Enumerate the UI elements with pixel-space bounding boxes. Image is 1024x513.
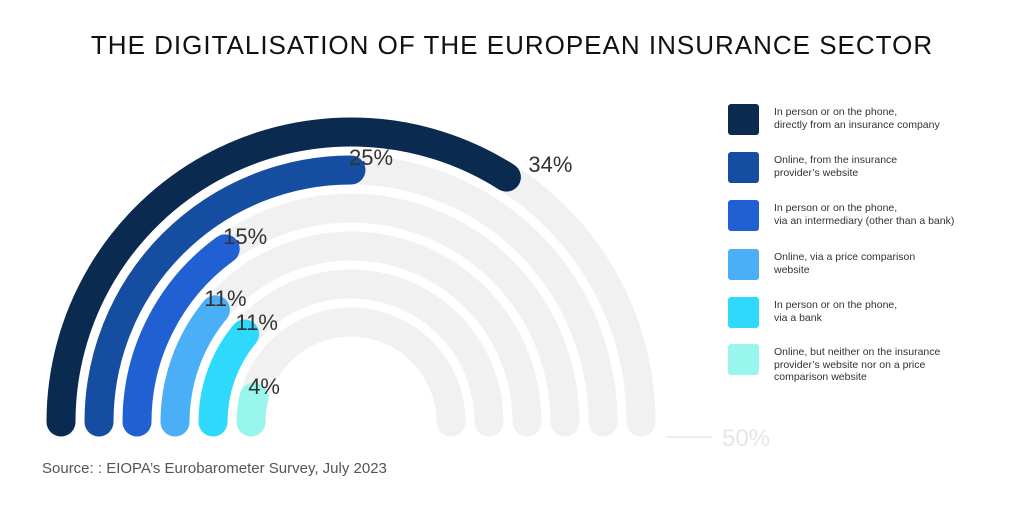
legend-label: In person or on the phone, directly from… bbox=[774, 106, 1004, 131]
legend-label-line: via an intermediary (other than a bank) bbox=[774, 214, 955, 227]
legend-label-line: via a bank bbox=[774, 311, 822, 324]
legend-label: In person or on the phone, via an interm… bbox=[774, 202, 1004, 227]
legend-label-line: Online, via a price comparison bbox=[774, 251, 916, 263]
source-note: Source: : EIOPA’s Eurobarometer Survey, … bbox=[42, 460, 387, 477]
legend-item: Online, from the insurance provider’s we… bbox=[728, 152, 1008, 183]
bar-arc bbox=[122, 234, 240, 437]
legend-swatch bbox=[728, 249, 759, 280]
bar-arc bbox=[236, 382, 269, 437]
bar-arc bbox=[46, 117, 521, 437]
legend-swatch bbox=[728, 200, 759, 231]
data-label: 11% bbox=[235, 310, 277, 335]
legend-label: Online, but neither on the insurance pro… bbox=[774, 346, 1004, 384]
data-label: 4% bbox=[248, 374, 280, 399]
legend-swatch bbox=[728, 104, 759, 135]
legend-label-line: comparison website bbox=[774, 371, 867, 383]
legend-label-line: Online, but neither on the insurance bbox=[774, 346, 941, 358]
legend-label-line: In person or on the phone, bbox=[774, 202, 898, 214]
legend-item: In person or on the phone, via an interm… bbox=[728, 200, 1008, 231]
data-label: 34% bbox=[528, 152, 572, 177]
legend-swatch bbox=[728, 297, 759, 328]
legend-item: Online, via a price comparison website bbox=[728, 249, 1008, 280]
bar-arc bbox=[160, 295, 230, 437]
max-value-label: 50% bbox=[722, 425, 770, 452]
data-label: 15% bbox=[223, 224, 267, 249]
legend-item: Online, but neither on the insurance pro… bbox=[728, 344, 1008, 383]
data-label: 11% bbox=[204, 286, 246, 311]
bar-arc bbox=[198, 319, 260, 437]
bar-arc bbox=[84, 155, 366, 437]
legend-item: In person or on the phone, directly from… bbox=[728, 104, 1008, 135]
data-label: 25% bbox=[349, 145, 393, 170]
legend-label-line: Online, from the insurance bbox=[774, 154, 898, 166]
legend-label-line: directly from an insurance company bbox=[774, 118, 940, 131]
legend-swatch bbox=[728, 344, 759, 375]
legend-swatch bbox=[728, 152, 759, 183]
legend-label: Online, via a price comparison website bbox=[774, 251, 1004, 276]
legend-label: In person or on the phone, via a bank bbox=[774, 299, 1004, 324]
legend-label-line: In person or on the phone, bbox=[774, 106, 898, 118]
legend-label-line: provider’s website bbox=[774, 166, 859, 179]
legend-label-line: In person or on the phone, bbox=[774, 299, 898, 311]
legend-item: In person or on the phone, via a bank bbox=[728, 297, 1008, 328]
chart-title: THE DIGITALISATION OF THE EUROPEAN INSUR… bbox=[90, 30, 934, 60]
legend-label-line: provider’s website nor on a price bbox=[774, 358, 926, 371]
data-labels: 34% 25% 15% 11%11% 4% bbox=[204, 145, 572, 399]
legend-label: Online, from the insurance provider’s we… bbox=[774, 154, 1004, 179]
track-arc bbox=[236, 307, 466, 437]
data-bars bbox=[46, 117, 521, 437]
legend-label-line: website bbox=[774, 263, 810, 276]
